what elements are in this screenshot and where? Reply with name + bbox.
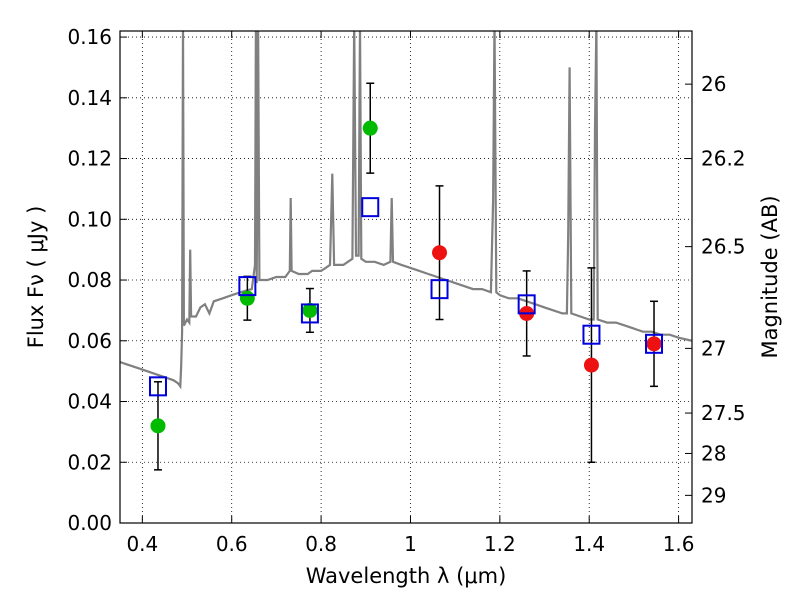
red-data-point [583, 357, 599, 373]
x-tick-label: 1 [404, 532, 417, 556]
axes-layer: 0.4 0.6 0.8 1 1.2 1.4 1.6 0.00 0.02 0.04 0.06 0.08 0… [67, 25, 745, 556]
model-square-marker [361, 197, 380, 218]
y2-tick-label: 27.5 [701, 401, 746, 425]
red-data-point [432, 245, 448, 261]
y2-tick-label: 28 [701, 441, 726, 465]
model-square-marker [582, 324, 601, 345]
x-tick-label: 1.2 [484, 532, 516, 556]
green-data-point [239, 290, 255, 306]
y-tick-label: 0.06 [67, 329, 112, 353]
gridlines [120, 31, 692, 524]
model-spectrum-line [120, 31, 692, 390]
y-tick-label: 0.04 [67, 390, 112, 414]
x-tick-label: 0.6 [216, 532, 248, 556]
green-data-point [302, 302, 318, 318]
y2-axis-label: Magnitude (AB) [758, 195, 782, 358]
y-tick-label: 0.16 [67, 25, 112, 49]
x-tick-label: 1.4 [573, 532, 605, 556]
data-points-layer [148, 82, 664, 471]
model-square-marker [148, 376, 167, 397]
x-tick-label: 0.4 [126, 532, 158, 556]
green-data-point [362, 120, 378, 136]
x-tick-label: 1.6 [663, 532, 695, 556]
model-square-marker [517, 294, 536, 315]
y2-tick-label: 26.2 [701, 147, 746, 171]
model-square-marker [645, 333, 664, 354]
y2-tick-label: 26.5 [701, 235, 746, 259]
y2-tick-label: 29 [701, 483, 726, 507]
y-tick-label: 0.14 [67, 86, 112, 110]
model-square-marker [300, 303, 319, 324]
x-axis-label: Wavelength λ (μm) [306, 564, 507, 588]
y-axis-label: Flux Fν ( μJy ) [24, 206, 48, 349]
plot-frame [119, 30, 693, 524]
model-spectrum-layer [120, 31, 692, 390]
green-data-point [150, 418, 166, 434]
x-tick-label: 0.8 [305, 532, 337, 556]
y-tick-label: 0.00 [67, 511, 112, 535]
model-square-marker [430, 279, 449, 300]
red-data-point [646, 336, 662, 352]
y-tick-label: 0.10 [67, 207, 112, 231]
y2-tick-label: 26 [701, 72, 726, 96]
y-tick-label: 0.08 [67, 268, 112, 292]
model-square-marker [238, 276, 257, 297]
y2-tick-label: 27 [701, 336, 726, 360]
y-tick-label: 0.02 [67, 450, 112, 474]
y-tick-label: 0.12 [67, 147, 112, 171]
